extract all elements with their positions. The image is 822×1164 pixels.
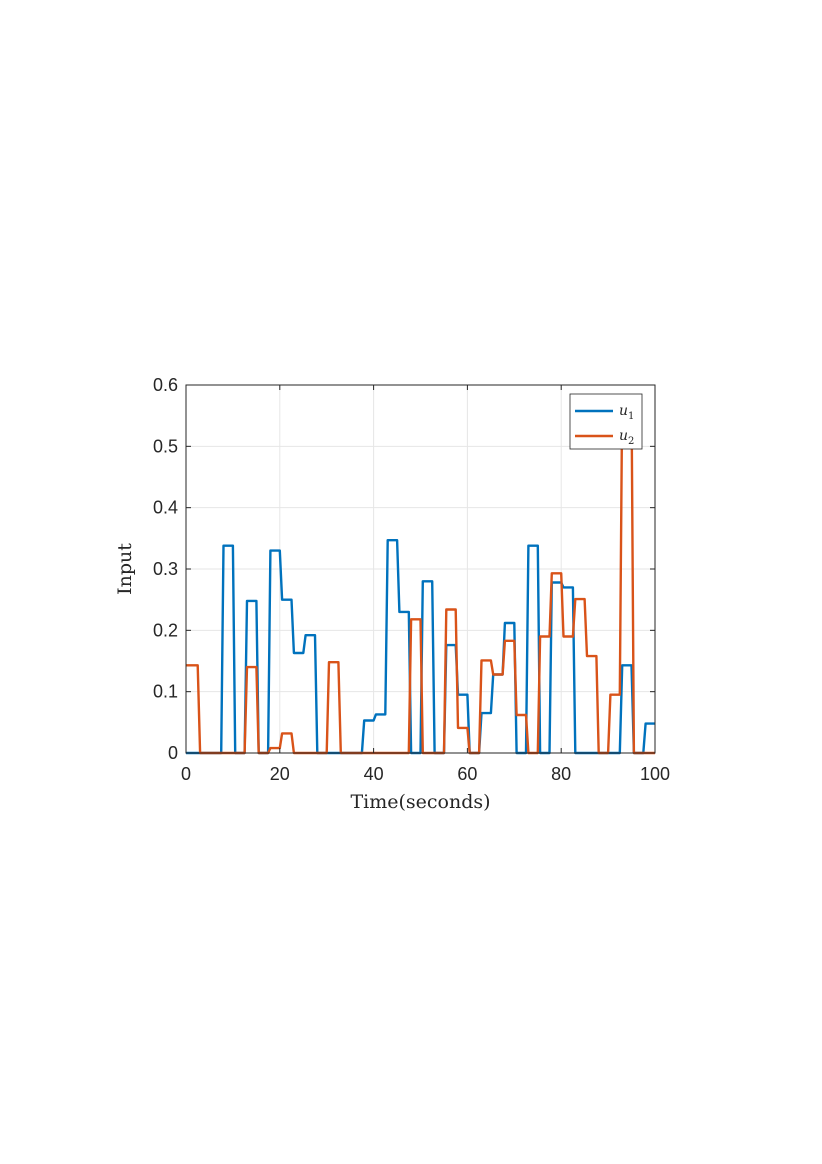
series-layer bbox=[186, 394, 655, 755]
x-tick-label: 40 bbox=[364, 764, 384, 784]
x-tick-label: 0 bbox=[181, 764, 191, 784]
legend: u1 u2 bbox=[569, 393, 643, 450]
y-tick-label: 0.5 bbox=[153, 436, 178, 456]
ticks: 0 20 40 60 80 100 0 0.1 0.2 0.3 0.4 0.5 0.6 bbox=[153, 375, 670, 784]
series-line-u2 bbox=[186, 394, 655, 755]
y-tick-label: 0 bbox=[168, 743, 178, 763]
x-tick-label: 20 bbox=[270, 764, 290, 784]
legend-name-u2: u bbox=[619, 428, 628, 444]
legend-label-u2: u2 bbox=[619, 428, 634, 447]
y-tick-label: 0.1 bbox=[153, 682, 178, 702]
y-tick-label: 0.4 bbox=[153, 498, 178, 518]
x-axis-title: Time(seconds) bbox=[350, 791, 490, 813]
x-tick-label: 60 bbox=[457, 764, 477, 784]
x-tick-label: 80 bbox=[551, 764, 571, 784]
legend-box bbox=[569, 393, 643, 450]
series-line-u1 bbox=[186, 539, 655, 755]
y-tick-label: 0.6 bbox=[153, 375, 178, 395]
y-axis-title: Input bbox=[114, 543, 136, 595]
legend-label-u1: u1 bbox=[619, 403, 634, 422]
legend-name-u1: u bbox=[619, 403, 628, 419]
x-tick-label: 100 bbox=[640, 764, 670, 784]
legend-sub-u1: 1 bbox=[628, 411, 634, 422]
legend-sub-u2: 2 bbox=[628, 436, 634, 447]
y-tick-label: 0.2 bbox=[153, 620, 178, 640]
y-tick-label: 0.3 bbox=[153, 559, 178, 579]
